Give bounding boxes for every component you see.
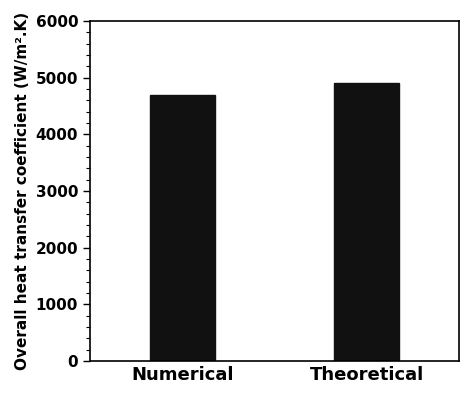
Bar — [150, 95, 215, 361]
Y-axis label: Overall heat transfer coefficient (W/m².K): Overall heat transfer coefficient (W/m².… — [15, 12, 30, 370]
Bar — [335, 83, 399, 361]
